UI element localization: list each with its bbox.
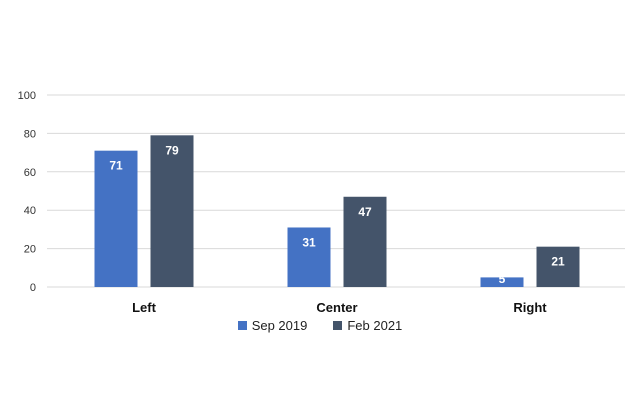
bar-left-series-1 [94, 150, 138, 287]
bar-right-series-2 [536, 246, 580, 287]
data-label-center-series-2: 47 [358, 205, 372, 219]
legend-item-series-1: Sep 2019 [237, 318, 308, 333]
y-tick-label-40: 40 [24, 205, 36, 217]
x-tick-label-center: Center [316, 300, 357, 315]
legend-swatch-series-1 [237, 321, 247, 330]
x-tick-label-right: Right [513, 300, 547, 315]
data-label-left-series-2: 79 [165, 143, 179, 157]
legend-label-series-2: Feb 2021 [347, 318, 403, 333]
data-label-right-series-1: 5 [499, 272, 506, 286]
data-label-center-series-1: 31 [302, 235, 316, 249]
y-tick-label-60: 60 [24, 167, 36, 179]
data-label-right-series-2: 21 [551, 255, 565, 269]
y-tick-label-0: 0 [30, 282, 36, 294]
bar-center-series-2 [343, 196, 387, 287]
legend: Sep 2019 Feb 2021 [0, 318, 640, 333]
y-tick-label-100: 100 [18, 90, 36, 102]
y-tick-label-80: 80 [24, 128, 36, 140]
x-tick-label-left: Left [132, 300, 157, 315]
data-label-left-series-1: 71 [109, 159, 123, 173]
legend-swatch-series-2 [333, 321, 343, 330]
bar-left-series-2 [150, 135, 194, 287]
bar-center-series-1 [287, 227, 331, 287]
legend-label-series-1: Sep 2019 [251, 318, 308, 333]
legend-item-series-2: Feb 2021 [333, 318, 402, 333]
y-tick-label-20: 20 [24, 244, 36, 256]
bar-right-series-1 [480, 277, 524, 287]
